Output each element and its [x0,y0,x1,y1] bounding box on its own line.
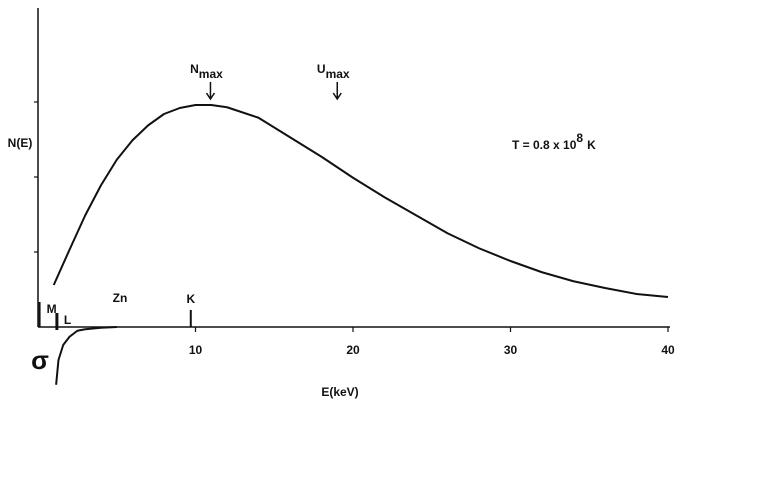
element-label: Zn [113,291,128,305]
arrow-label: Nmax [190,62,223,81]
arrow-label-main: U [317,62,326,76]
temperature-exponent: 8 [576,131,583,145]
x-tick-label: 40 [661,343,675,357]
x-axis-label: E(keV) [321,385,358,399]
edge-label: M [47,302,57,316]
arrow [332,82,342,101]
x-tick-label: 10 [189,343,203,357]
curve [55,326,117,385]
arrow-label-main: N [190,62,199,76]
arrow-label-subscript: max [326,67,350,81]
edge-label: L [64,313,71,327]
temperature-label: T = 0.8 x 108 K [512,131,596,152]
y-axis-label: N(E) [8,136,33,150]
temperature-unit: K [587,138,596,152]
arrow [205,82,216,101]
temperature-text: T = 0.8 x 10 [512,138,577,152]
edge-label: K [186,292,195,306]
sigma-label: σ [31,345,49,375]
curve [52,104,669,298]
x-tick-label: 20 [346,343,360,357]
arrow-label-subscript: max [199,67,223,81]
x-tick-label: 30 [504,343,518,357]
arrow-label: Umax [317,62,350,81]
